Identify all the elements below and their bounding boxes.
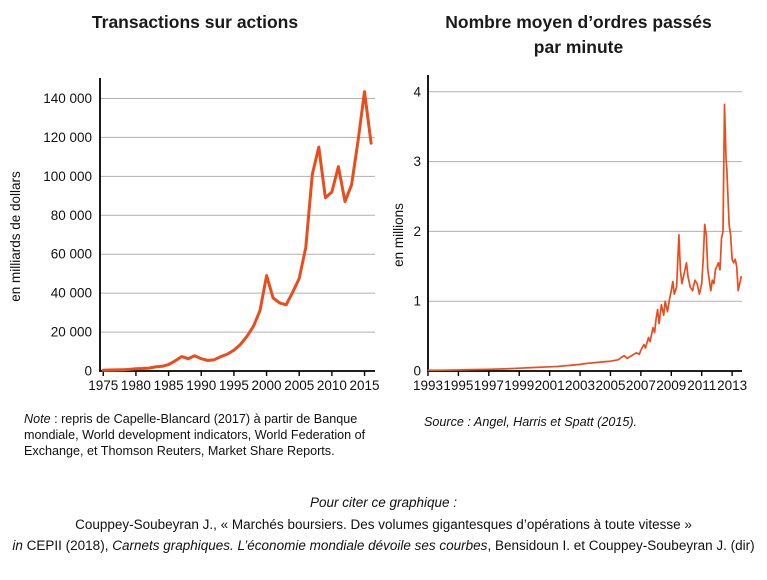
x-tick-label: 2001	[535, 378, 565, 393]
x-tick-label: 1995	[219, 378, 249, 393]
x-tick-label: 1975	[88, 378, 118, 393]
y-tick-label: 20 000	[51, 325, 92, 340]
x-tick-label: 1999	[504, 378, 534, 393]
x-tick-label: 2000	[252, 378, 282, 393]
x-tick-label: 1997	[474, 378, 504, 393]
right-chart-source: Source : Angel, Harris et Spatt (2015).	[424, 414, 637, 430]
x-tick-label: 1980	[121, 378, 151, 393]
transactions-line-chart: 0 20 000 40 000 60 000 80 000 100 000 120 000 1…	[8, 78, 380, 393]
x-tick-label: 1993	[413, 378, 443, 393]
note-line-3: Exchange, et Thomson Reuters, Market Sha…	[24, 444, 335, 458]
x-tick-label: 1990	[186, 378, 216, 393]
x-ticks	[102, 371, 366, 376]
x-tick-label: 2010	[317, 378, 347, 393]
source-text: Source : Angel, Harris et Spatt (2015).	[424, 415, 638, 429]
x-tick-label: 2005	[284, 378, 314, 393]
note-label: Note	[24, 412, 51, 426]
x-tick-label: 2015	[350, 378, 380, 393]
note-line-1: Note : repris de Capelle-Blancard (2017)…	[24, 412, 358, 426]
y-tick-label: 60 000	[51, 247, 92, 262]
y-tick-label: 100 000	[43, 169, 92, 184]
y-tick-label: 4	[413, 84, 421, 99]
x-tick-label: 2011	[687, 378, 716, 393]
y-tick-label: 0	[84, 364, 92, 379]
tick-labels: 0 1 2 3 4 1993 1995 1997 1999 2001 2003 2005 2007 200…	[413, 84, 747, 393]
y-tick-label: 40 000	[51, 286, 92, 301]
y-gridlines	[428, 91, 742, 302]
y-tick-label: 1	[413, 294, 421, 309]
y-axis-title: en milliards de dollars	[8, 171, 23, 302]
tick-labels: 0 20 000 40 000 60 000 80 000 100 000 120 000 1…	[43, 91, 379, 393]
citation-block: Pour citer ce graphique : Couppey-Soubey…	[0, 492, 767, 557]
x-tick-label: 2003	[565, 378, 595, 393]
y-tick-label: 3	[413, 154, 421, 169]
y-tick-label: 2	[413, 224, 421, 239]
right-chart-title-line1: Nombre moyen d’ordres passés	[445, 12, 712, 32]
axes	[427, 75, 742, 372]
right-chart-title: Nombre moyen d’ordres passés par minute	[390, 10, 767, 60]
y-tick-label: 0	[413, 364, 421, 379]
right-chart-title-line2: par minute	[533, 37, 624, 57]
note-line-2: mondiale, World development indicators, …	[24, 428, 366, 442]
axes	[99, 78, 375, 372]
citation-line-2: Couppey-Soubeyran J., « Marchés boursier…	[75, 516, 692, 532]
y-tick-label: 120 000	[43, 130, 92, 145]
left-chart-note: Note : repris de Capelle-Blancard (2017)…	[24, 411, 396, 459]
y-tick-label: 80 000	[51, 208, 92, 223]
y-gridlines	[100, 97, 375, 333]
y-axis-title: en millions	[391, 203, 406, 267]
citation-line-3: in CEPII (2018), Carnets graphiques. L’é…	[12, 538, 755, 553]
orders-per-minute-line-chart: 0 1 2 3 4 1993 1995 1997 1999 2001 2003 2005 2007 200…	[391, 75, 747, 393]
citation-intro: Pour citer ce graphique :	[309, 495, 458, 510]
left-chart-title: Transactions sur actions	[91, 12, 299, 32]
data-line	[101, 90, 373, 372]
x-tick-label: 1985	[154, 378, 184, 393]
x-tick-label: 2013	[717, 378, 747, 393]
x-tick-label: 1995	[443, 378, 473, 393]
x-tick-label: 2005	[595, 378, 625, 393]
y-tick-label: 140 000	[43, 91, 92, 106]
x-tick-label: 2007	[626, 378, 656, 393]
data-line	[427, 103, 743, 372]
x-ticks	[427, 371, 733, 376]
x-tick-label: 2009	[656, 378, 686, 393]
